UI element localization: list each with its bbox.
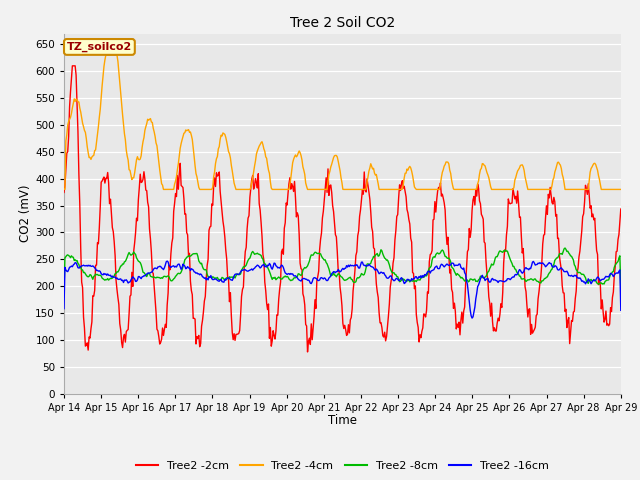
Tree2 -4cm xyxy=(389,187,397,192)
Tree2 -16cm xyxy=(389,277,397,283)
Tree2 -16cm xyxy=(163,258,171,264)
Tree2 -8cm xyxy=(204,271,211,277)
Tree2 -4cm xyxy=(159,187,167,192)
Tree2 -8cm xyxy=(432,252,440,257)
Tree2 -2cm xyxy=(390,255,398,261)
Tree2 -8cm xyxy=(388,270,396,276)
Tree2 -2cm xyxy=(434,188,442,193)
Tree2 -2cm xyxy=(68,63,76,69)
X-axis label: Time: Time xyxy=(328,414,357,427)
Text: TZ_soilco2: TZ_soilco2 xyxy=(67,42,132,52)
Tree2 -16cm xyxy=(617,308,625,313)
Line: Tree2 -4cm: Tree2 -4cm xyxy=(64,55,621,190)
Tree2 -16cm xyxy=(468,315,476,321)
Tree2 -16cm xyxy=(313,276,321,282)
Tree2 -4cm xyxy=(204,187,212,192)
Line: Tree2 -16cm: Tree2 -16cm xyxy=(64,261,621,318)
Tree2 -8cm xyxy=(561,245,569,251)
Tree2 -8cm xyxy=(60,286,68,292)
Tree2 -4cm xyxy=(617,187,625,192)
Tree2 -2cm xyxy=(159,333,167,338)
Tree2 -16cm xyxy=(481,278,489,284)
Tree2 -8cm xyxy=(312,250,320,255)
Line: Tree2 -2cm: Tree2 -2cm xyxy=(64,66,621,352)
Tree2 -4cm xyxy=(480,162,488,168)
Tree2 -2cm xyxy=(617,206,625,212)
Tree2 -2cm xyxy=(314,274,322,279)
Tree2 -4cm xyxy=(102,52,109,58)
Tree2 -4cm xyxy=(313,187,321,192)
Y-axis label: CO2 (mV): CO2 (mV) xyxy=(19,185,33,242)
Tree2 -2cm xyxy=(304,349,312,355)
Tree2 -2cm xyxy=(60,190,68,195)
Legend: Tree2 -2cm, Tree2 -4cm, Tree2 -8cm, Tree2 -16cm: Tree2 -2cm, Tree2 -4cm, Tree2 -8cm, Tree… xyxy=(132,457,553,476)
Tree2 -2cm xyxy=(204,256,212,262)
Tree2 -16cm xyxy=(433,263,440,269)
Title: Tree 2 Soil CO2: Tree 2 Soil CO2 xyxy=(290,16,395,30)
Tree2 -8cm xyxy=(159,276,166,281)
Tree2 -8cm xyxy=(479,275,487,281)
Tree2 -8cm xyxy=(617,286,625,292)
Tree2 -16cm xyxy=(204,277,212,283)
Line: Tree2 -8cm: Tree2 -8cm xyxy=(64,248,621,289)
Tree2 -16cm xyxy=(159,265,166,271)
Tree2 -4cm xyxy=(60,187,68,192)
Tree2 -16cm xyxy=(60,306,68,312)
Tree2 -4cm xyxy=(433,187,440,192)
Tree2 -2cm xyxy=(481,240,489,246)
